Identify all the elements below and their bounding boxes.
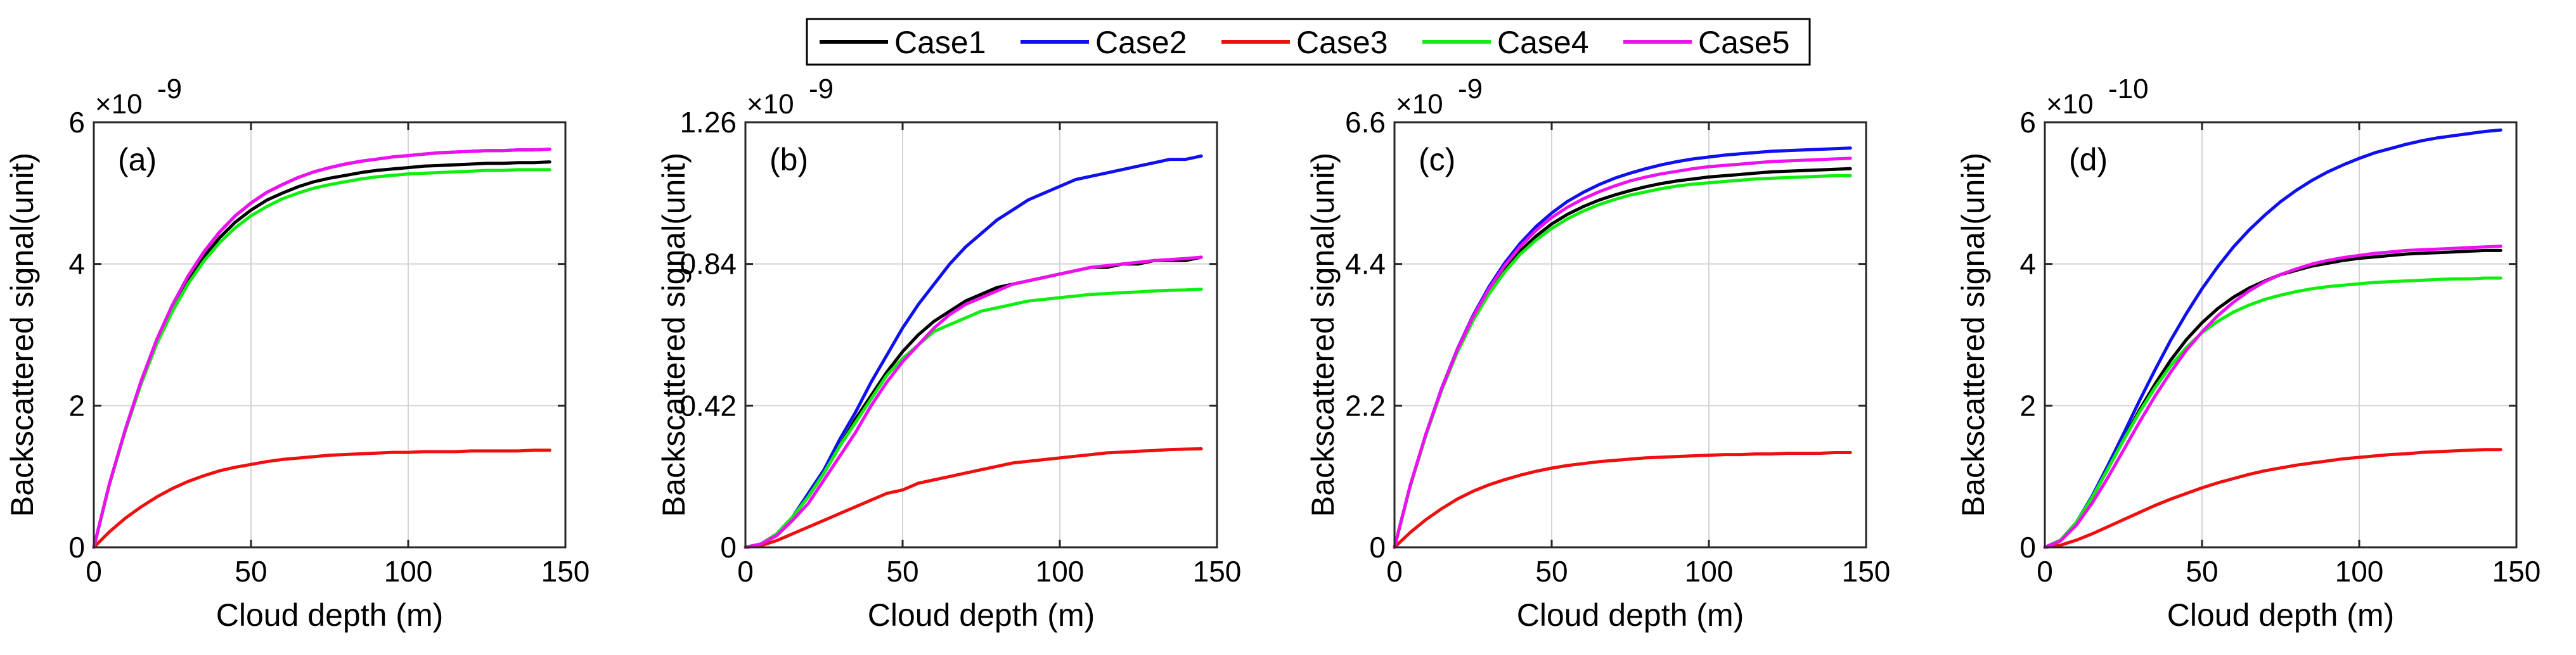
x-tick-label: 0 <box>1386 555 1403 588</box>
series-line-case2 <box>744 154 1203 549</box>
y-tick-label: 4 <box>68 248 85 281</box>
y-tick-label: 0 <box>1369 531 1386 564</box>
y-exponent-power: -9 <box>809 73 834 105</box>
series-line-case2 <box>2043 128 2502 549</box>
y-tick-label: 2 <box>68 389 85 422</box>
y-tick-label: 6 <box>2019 106 2036 139</box>
legend-entry: Case3 <box>1221 25 1388 60</box>
y-exponent-base: ×10 <box>2046 89 2094 120</box>
y-axis-label: Backscattered signal(unit) <box>1955 153 1991 517</box>
panels: 0 50 100 150 0 2 4 6 Cloud depth (m) Backscattere… <box>4 73 2541 633</box>
panel-label: (d) <box>2069 142 2108 177</box>
plot-area <box>745 122 1217 547</box>
x-tick-label: 100 <box>1036 555 1085 588</box>
panel-label: (c) <box>1419 142 1455 177</box>
x-tick-label: 0 <box>737 555 754 588</box>
x-tick-label: 0 <box>2037 555 2053 588</box>
x-tick-label: 150 <box>1193 555 1242 588</box>
x-tick-label: 0 <box>86 555 102 588</box>
y-axis-label: Backscattered signal(unit) <box>4 153 40 517</box>
x-tick-label: 150 <box>541 555 590 588</box>
y-axis-label: Backscattered signal(unit) <box>656 153 692 517</box>
legend-label: Case1 <box>894 25 986 60</box>
y-tick-label: 4.4 <box>1345 248 1386 281</box>
y-tick-label: 1.26 <box>679 106 737 139</box>
series-line-case3 <box>2043 448 2502 549</box>
x-tick-label: 150 <box>2492 555 2541 588</box>
legend-entry: Case2 <box>1021 25 1187 60</box>
y-tick-label: 2.2 <box>1345 389 1386 422</box>
series-line-case4 <box>92 168 551 549</box>
y-exponent-base: ×10 <box>95 89 143 120</box>
series-line-case5 <box>2043 245 2502 549</box>
x-axis-label: Cloud depth (m) <box>2167 597 2395 633</box>
legend-label: Case3 <box>1296 25 1388 60</box>
x-tick-label: 50 <box>2186 555 2218 588</box>
y-exponent-power: -9 <box>157 73 182 105</box>
chart-panel: 0 50 100 150 0 2 4 6 Cloud depth (m) Backscattere… <box>1955 73 2541 633</box>
series-line-case5 <box>744 255 1203 549</box>
x-axis-label: Cloud depth (m) <box>868 597 1095 633</box>
x-tick-label: 100 <box>1685 555 1734 588</box>
y-axis-label: Backscattered signal(unit) <box>1305 153 1341 517</box>
series-line-case3 <box>744 447 1203 549</box>
y-tick-label: 0 <box>68 531 85 564</box>
series-line-case5 <box>1393 156 1852 549</box>
legend-entry: Case1 <box>820 25 986 60</box>
x-tick-label: 50 <box>886 555 918 588</box>
plot-area <box>94 122 565 547</box>
axes-frame <box>1393 121 1867 549</box>
legend: Case1 Case2 Case3 Case4 Case5 <box>806 18 1811 66</box>
plot-area <box>1394 122 1866 547</box>
x-tick-label: 50 <box>1535 555 1568 588</box>
legend-label: Case5 <box>1698 25 1790 60</box>
x-axis-label: Cloud depth (m) <box>216 597 444 633</box>
plot-area <box>2045 122 2516 547</box>
x-tick-label: 50 <box>235 555 267 588</box>
axes-frame <box>2044 121 2518 549</box>
legend-label: Case2 <box>1095 25 1187 60</box>
series-line-case3 <box>92 448 551 549</box>
y-tick-label: 0.84 <box>679 248 737 281</box>
y-tick-label: 6.6 <box>1345 106 1386 139</box>
panel-label: (b) <box>770 142 808 177</box>
x-axis-label: Cloud depth (m) <box>1517 597 1744 633</box>
chart-panel: 0 50 100 150 0 2.2 4.4 6.6 Cloud depth (m) Backsc… <box>1305 73 1890 633</box>
y-tick-label: 6 <box>68 106 85 139</box>
y-exponent-power: -10 <box>2108 73 2149 105</box>
x-tick-label: 150 <box>1842 555 1891 588</box>
series-line-case5 <box>92 148 551 549</box>
x-tick-label: 100 <box>384 555 433 588</box>
y-tick-label: 2 <box>2019 389 2036 422</box>
y-exponent-base: ×10 <box>1396 89 1443 120</box>
y-exponent-power: -9 <box>1458 73 1483 105</box>
chart-panel: 0 50 100 150 0 0.42 0.84 1.26 Cloud depth (m) Bac… <box>656 73 1241 633</box>
x-tick-label: 100 <box>2335 555 2384 588</box>
axes-frame <box>93 121 567 549</box>
legend-label: Case4 <box>1497 25 1589 60</box>
legend-entry: Case4 <box>1422 25 1589 60</box>
y-tick-label: 0 <box>720 531 737 564</box>
y-tick-label: 0 <box>2019 531 2036 564</box>
y-tick-label: 0.42 <box>679 389 737 422</box>
y-tick-label: 4 <box>2019 248 2036 281</box>
legend-entry: Case5 <box>1623 25 1790 60</box>
series-line-case4 <box>744 288 1203 549</box>
series-line-case3 <box>1393 451 1852 549</box>
y-exponent-base: ×10 <box>747 89 794 120</box>
panel-label: (a) <box>118 142 157 177</box>
axes-frame <box>744 121 1218 549</box>
chart-panel: 0 50 100 150 0 2 4 6 Cloud depth (m) Backscattere… <box>4 73 589 633</box>
series-line-case4 <box>2043 276 2502 549</box>
